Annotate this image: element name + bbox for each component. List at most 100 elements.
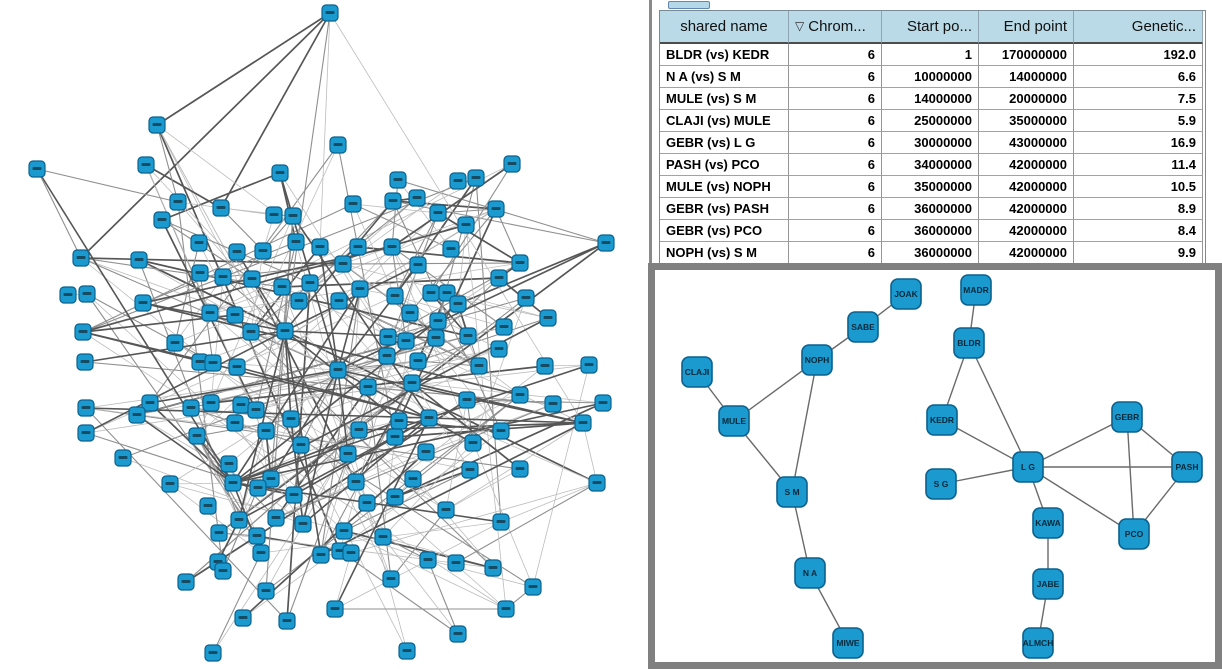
table-cell[interactable]: 6 [789, 66, 882, 88]
table-cell[interactable]: 30000000 [882, 132, 979, 154]
table-row[interactable]: GEBR (vs) PCO 6 36000000 42000000 8.4 [660, 220, 1205, 242]
network-node[interactable] [539, 309, 557, 327]
node-L-G[interactable]: L G [1012, 451, 1044, 483]
network-node[interactable] [72, 249, 90, 267]
network-node[interactable] [461, 461, 479, 479]
network-node[interactable] [77, 424, 95, 442]
network-node[interactable] [128, 406, 146, 424]
network-node[interactable] [429, 312, 447, 330]
table-cell[interactable]: 25000000 [882, 110, 979, 132]
network-node[interactable] [202, 394, 220, 412]
network-node[interactable] [294, 515, 312, 533]
network-node[interactable] [285, 486, 303, 504]
network-node[interactable] [262, 470, 280, 488]
node-N-A[interactable]: N A [794, 557, 826, 589]
table-cell[interactable]: 42000000 [979, 176, 1074, 198]
network-node[interactable] [484, 559, 502, 577]
table-row[interactable]: GEBR (vs) L G 6 30000000 43000000 16.9 [660, 132, 1205, 154]
table-row[interactable]: N A (vs) S M 6 10000000 14000000 6.6 [660, 66, 1205, 88]
network-node[interactable] [458, 391, 476, 409]
network-edge[interactable] [1027, 466, 1135, 535]
network-node[interactable] [544, 395, 562, 413]
network-node[interactable] [59, 286, 77, 304]
network-node[interactable] [588, 474, 606, 492]
network-node[interactable] [449, 295, 467, 313]
network-node[interactable] [78, 285, 96, 303]
network-node[interactable] [77, 399, 95, 417]
table-cell[interactable]: MULE (vs) NOPH [660, 176, 789, 198]
network-node[interactable] [232, 396, 250, 414]
network-node[interactable] [457, 216, 475, 234]
network-node[interactable] [437, 501, 455, 519]
table-cell[interactable]: 36000000 [882, 242, 979, 264]
table-cell[interactable]: 43000000 [979, 132, 1074, 154]
network-node[interactable] [161, 475, 179, 493]
network-node[interactable] [358, 494, 376, 512]
panel-divider[interactable] [649, 0, 652, 263]
network-node[interactable] [243, 270, 261, 288]
network-node[interactable] [141, 394, 159, 412]
network-node[interactable] [467, 169, 485, 187]
table-cell[interactable]: GEBR (vs) PASH [660, 198, 789, 220]
network-node[interactable] [511, 386, 529, 404]
table-cell[interactable]: 42000000 [979, 220, 1074, 242]
network-edge[interactable] [1027, 416, 1128, 468]
table-top-scrollbar-thumb[interactable] [668, 1, 710, 9]
node-MIWE[interactable]: MIWE [832, 627, 864, 659]
network-node[interactable] [254, 242, 272, 260]
network-node[interactable] [382, 570, 400, 588]
network-node[interactable] [290, 292, 308, 310]
network-node[interactable] [350, 421, 368, 439]
table-cell[interactable]: 6 [789, 154, 882, 176]
network-node[interactable] [404, 470, 422, 488]
column-header[interactable]: Start po... [882, 11, 979, 44]
network-node[interactable] [188, 427, 206, 445]
network-node[interactable] [517, 289, 535, 307]
network-node[interactable] [384, 192, 402, 210]
network-node[interactable] [329, 136, 347, 154]
table-cell[interactable]: PASH (vs) PCO [660, 154, 789, 176]
network-node[interactable] [204, 354, 222, 372]
network-node[interactable] [390, 412, 408, 430]
network-node[interactable] [169, 193, 187, 211]
table-cell[interactable]: 42000000 [979, 242, 1074, 264]
network-node[interactable] [252, 544, 270, 562]
table-top-scrollbar[interactable] [659, 0, 1208, 10]
network-node[interactable] [153, 211, 171, 229]
table-cell[interactable]: 42000000 [979, 198, 1074, 220]
table-cell[interactable]: NOPH (vs) S M [660, 242, 789, 264]
node-JOAK[interactable]: JOAK [890, 278, 922, 310]
network-node[interactable] [495, 318, 513, 336]
table-cell[interactable]: 16.9 [1074, 132, 1203, 154]
network-node[interactable] [214, 562, 232, 580]
network-node[interactable] [201, 304, 219, 322]
network-node[interactable] [114, 449, 132, 467]
network-node[interactable] [449, 172, 467, 190]
network-node[interactable] [257, 422, 275, 440]
network-edge[interactable] [1126, 416, 1135, 535]
network-node[interactable] [386, 488, 404, 506]
network-node[interactable] [214, 268, 232, 286]
table-row[interactable]: BLDR (vs) KEDR 6 1 170000000 192.0 [660, 44, 1205, 66]
network-node[interactable] [287, 233, 305, 251]
network-node[interactable] [339, 445, 357, 463]
network-node[interactable] [490, 340, 508, 358]
table-cell[interactable]: 6.6 [1074, 66, 1203, 88]
table-row[interactable]: CLAJI (vs) MULE 6 25000000 35000000 5.9 [660, 110, 1205, 132]
network-node[interactable] [74, 323, 92, 341]
network-node[interactable] [301, 274, 319, 292]
table-cell[interactable]: 1 [882, 44, 979, 66]
table-cell[interactable]: 14000000 [979, 66, 1074, 88]
network-node[interactable] [212, 199, 230, 217]
table-cell[interactable]: 34000000 [882, 154, 979, 176]
network-node[interactable] [524, 578, 542, 596]
network-node[interactable] [335, 522, 353, 540]
network-node[interactable] [511, 460, 529, 478]
network-node[interactable] [330, 292, 348, 310]
node-MADR[interactable]: MADR [960, 274, 992, 306]
network-node[interactable] [228, 243, 246, 261]
network-node[interactable] [182, 399, 200, 417]
column-header[interactable]: shared name [660, 11, 789, 44]
network-node[interactable] [386, 428, 404, 446]
table-row[interactable]: MULE (vs) S M 6 14000000 20000000 7.5 [660, 88, 1205, 110]
